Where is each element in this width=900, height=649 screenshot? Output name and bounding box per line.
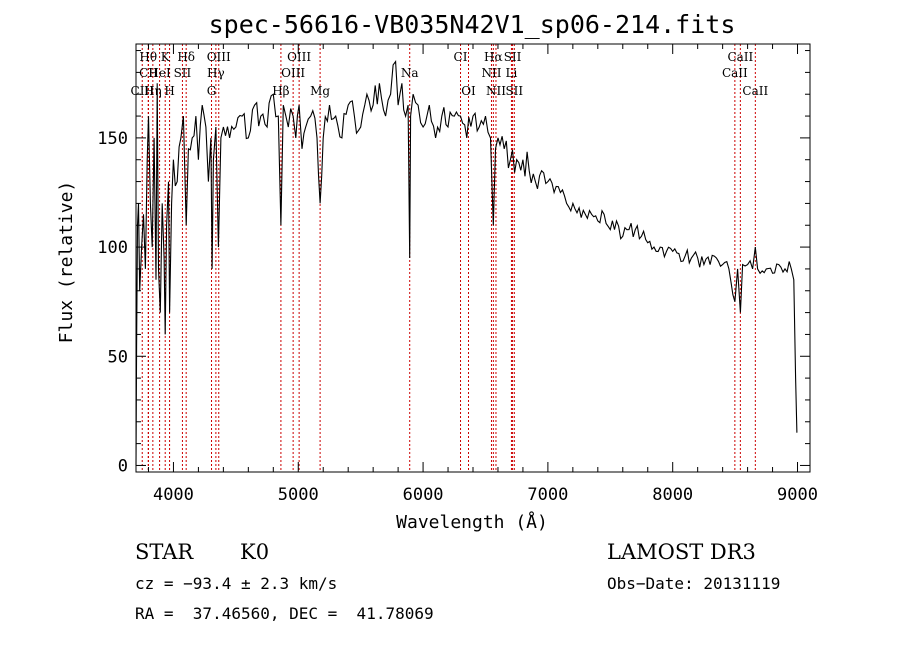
spectral-line-label-16: Na <box>401 66 419 80</box>
redshift-velocity: cz = −93.4 ± 2.3 km/s <box>135 574 338 593</box>
spectral-line-label-14: OIII <box>281 66 305 80</box>
spectral-line-label-9: OIII <box>207 50 231 64</box>
spectral-line-label-12: Hβ <box>272 84 289 98</box>
x-axis-label: Wavelength (Å) <box>396 511 548 533</box>
spectral-line-label-25: CaII <box>727 50 753 64</box>
spectral-line-label-13: OIII <box>287 50 311 64</box>
y-tick-label-2: 100 <box>97 238 128 258</box>
spectral-line-label-3: HeI <box>148 66 171 80</box>
y-tick-label-1: 50 <box>108 347 128 367</box>
spectral-line-label-7: SII <box>174 66 192 80</box>
axis-ticks: 4000 5000 6000 7000 8000 9000 0 50 100 150 <box>97 44 818 505</box>
spectral-line-label-6: H <box>164 84 174 98</box>
spectral-line-label-24: SII <box>505 84 523 98</box>
object-class: STAR <box>135 540 194 564</box>
object-subclass: K0 <box>240 540 270 564</box>
spectral-line-markers <box>141 44 756 472</box>
y-tick-label-0: 0 <box>118 456 128 476</box>
spectral-line-label-23: Li <box>506 66 518 80</box>
survey-name: LAMOST DR3 <box>607 540 756 564</box>
spectral-line-label-0: Hθ <box>139 50 157 64</box>
spectral-line-label-2: CII <box>139 66 158 80</box>
y-tick-label-3: 150 <box>97 129 128 149</box>
spectral-line-label-4: Hη <box>144 84 162 98</box>
spectral-line-label-15: Mg <box>310 84 330 98</box>
spectral-line-label-26: CaII <box>722 66 748 80</box>
spectral-line-label-11: G <box>207 84 217 98</box>
observation-date: Obs−Date: 20131119 <box>607 574 781 593</box>
x-tick-label-5: 9000 <box>777 485 818 505</box>
y-axis-label: Flux (relative) <box>56 181 77 344</box>
spectral-line-label-19: Hα <box>484 50 503 64</box>
sky-coordinates: RA = 37.46560, DEC = 41.78069 <box>135 604 434 623</box>
spectral-line-label-22: SII <box>504 50 522 64</box>
x-tick-label-4: 8000 <box>652 485 693 505</box>
plot-frame <box>135 43 811 473</box>
chart-title: spec-56616-VB035N42V1_sp06-214.fits <box>209 10 736 39</box>
spectral-line-label-21: NII <box>486 84 506 98</box>
x-tick-label-1: 5000 <box>278 485 319 505</box>
spectral-line-label-27: CaII <box>742 84 768 98</box>
spectral-line-label-5: K <box>161 50 171 64</box>
flux-series-line <box>135 59 798 466</box>
x-tick-label-0: 4000 <box>153 485 194 505</box>
spectral-line-label-10: Hγ <box>207 66 225 80</box>
spectral-line-label-18: OI <box>461 84 476 98</box>
x-tick-label-2: 6000 <box>403 485 444 505</box>
spectral-line-label-20: NII <box>481 66 501 80</box>
x-tick-label-3: 7000 <box>527 485 568 505</box>
spectral-line-label-8: Hδ <box>177 50 195 64</box>
spectral-line-label-17: CI <box>454 50 468 64</box>
